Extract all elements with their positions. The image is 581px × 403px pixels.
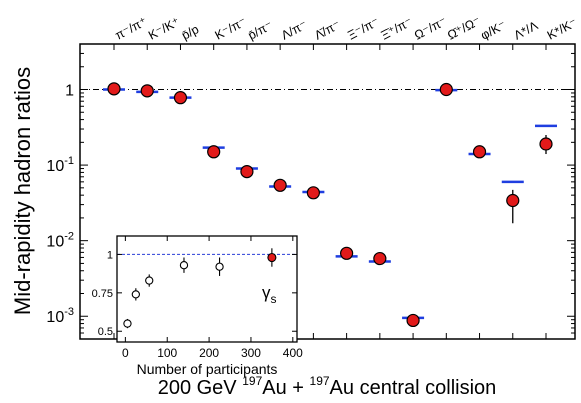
inset-x-tick-label: 100: [157, 346, 177, 360]
y-tick-label: 10-2: [46, 231, 74, 251]
inset-y-tick-label: 0.5: [98, 326, 113, 338]
data-point: [506, 193, 520, 208]
category-label: Λ*/Λ: [512, 18, 541, 42]
inset-point-open: [215, 262, 224, 271]
data-point: [539, 137, 553, 151]
category-label: Ξ⁻/π⁻: [345, 15, 381, 43]
data-point: [340, 246, 354, 260]
inset-point-open: [131, 290, 140, 299]
inset-point-open: [123, 319, 132, 328]
inset-gamma-label: γs: [262, 283, 277, 306]
inset-point-open: [145, 276, 154, 285]
inset-point-filled: [267, 252, 277, 263]
inset-x-tick-label: 200: [199, 346, 219, 360]
data-point: [140, 84, 154, 98]
data-point: [107, 82, 121, 96]
category-label: Λ̄/π⁻: [312, 18, 342, 43]
inset-x-tick-label: 0: [122, 346, 129, 360]
y-tick-label: 10-3: [46, 306, 74, 326]
data-point: [406, 313, 420, 328]
data-point: [306, 186, 320, 200]
data-point: [472, 145, 487, 159]
category-label: K⁻/π⁻: [213, 14, 249, 42]
plot-frame: [79, 43, 576, 340]
category-label: Ξ̄⁺/π⁻: [379, 15, 415, 43]
data-point: [273, 178, 287, 192]
x-label-iso1: 197: [242, 374, 262, 388]
inset-x-tick-label: 300: [241, 346, 261, 360]
data-point: [240, 164, 254, 179]
category-label: p̄/π⁻: [246, 18, 275, 42]
y-tick-label: 10-1: [46, 155, 74, 175]
category-label: Ω̄⁺/Ω⁻: [445, 14, 483, 43]
category-label: φ/K⁻: [478, 18, 508, 43]
x-axis-label: 200 GeV 197Au + 197Au central collision: [158, 374, 497, 399]
category-label: Λ/π⁻: [279, 18, 309, 43]
inset-points: [123, 248, 277, 329]
inset-chart: 0 100 200 300 400 0.5 0.75 1 γs Number of parti…: [92, 235, 303, 377]
data-point: [207, 145, 221, 159]
data-point: [439, 82, 453, 97]
category-label: K*/K⁻: [545, 15, 579, 42]
inset-y-tick-label: 1: [107, 249, 113, 261]
y-tick-label: 1: [65, 83, 74, 100]
inset-x-axis-label: Number of participants: [137, 361, 278, 377]
category-label: π⁻/π⁺: [113, 14, 150, 42]
category-label: p̄/p: [179, 22, 201, 43]
x-label-mid: Au +: [262, 377, 309, 399]
inset-x-tick-label: 400: [283, 346, 303, 360]
data-point: [373, 251, 387, 266]
data-point: [173, 91, 188, 105]
x-label-suffix: Au central collision: [330, 377, 497, 399]
inset-point-open: [179, 261, 189, 270]
x-label-prefix: 200 GeV: [158, 377, 243, 399]
inset-y-tick-label: 0.75: [92, 288, 113, 300]
category-label: Ω⁻/π⁻: [412, 14, 449, 43]
inset-axes: 0 100 200 300 400 0.5 0.75 1: [92, 236, 303, 360]
x-label-iso2: 197: [310, 374, 330, 388]
category-label: K⁻/K⁺: [146, 15, 182, 43]
inset-frame: [116, 235, 298, 343]
data-marks: [103, 82, 557, 328]
y-axis: 1 10-1 10-2 10-3: [46, 43, 575, 340]
y-axis-label: Mid-rapidity hadron ratios: [10, 67, 35, 315]
